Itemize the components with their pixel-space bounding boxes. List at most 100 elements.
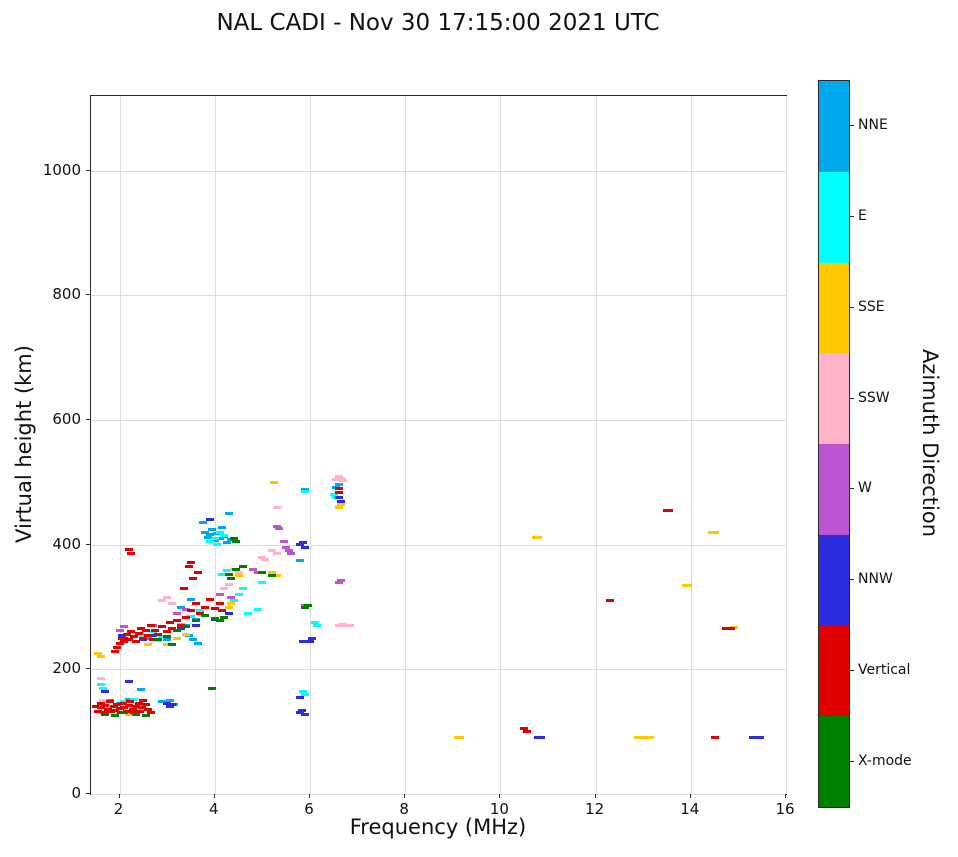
data-point-ssw xyxy=(339,479,348,483)
x-tick-label: 12 xyxy=(585,800,605,818)
data-point-x-mode xyxy=(239,565,248,569)
colorbar-band-label: NNE xyxy=(858,117,888,134)
gridline-vertical xyxy=(690,96,692,794)
y-tick-label: 400 xyxy=(52,534,81,553)
data-point-ssw xyxy=(96,677,105,681)
data-point-e xyxy=(206,540,214,544)
data-point-vertical xyxy=(172,619,181,623)
data-point-vertical xyxy=(186,608,195,612)
data-point-e xyxy=(244,611,253,615)
data-point-nne xyxy=(217,525,226,529)
data-point-vertical xyxy=(122,709,131,713)
data-point-vertical xyxy=(144,707,153,711)
data-point-x-mode xyxy=(153,637,162,641)
data-point-x-mode xyxy=(101,712,110,716)
data-point-vertical xyxy=(126,700,135,704)
data-point-ssw xyxy=(272,551,281,555)
data-point-w xyxy=(272,524,281,528)
data-point-nne xyxy=(296,558,305,562)
data-point-vertical xyxy=(710,736,719,740)
data-point-vertical xyxy=(128,707,137,711)
colorbar-band-w xyxy=(819,444,849,535)
data-point-nne xyxy=(206,533,214,537)
y-tick-mark xyxy=(86,668,90,670)
data-point-nne xyxy=(125,697,134,701)
x-tick-mark xyxy=(689,794,691,798)
data-point-vertical xyxy=(217,608,226,612)
data-point-ssw xyxy=(158,599,167,603)
data-point-vertical xyxy=(113,703,122,707)
data-point-nne xyxy=(301,488,310,492)
data-point-vertical xyxy=(146,624,155,628)
data-point-x-mode xyxy=(227,576,236,580)
data-point-ssw xyxy=(258,555,267,559)
data-point-nnw xyxy=(117,633,126,637)
data-point-nnw xyxy=(177,627,186,631)
x-tick-mark xyxy=(785,794,786,798)
colorbar-tick xyxy=(850,669,854,671)
data-point-nne xyxy=(334,483,343,487)
gridline-horizontal xyxy=(91,420,786,422)
data-point-sse xyxy=(225,605,234,609)
data-point-x-mode xyxy=(210,616,219,620)
data-point-nne xyxy=(210,539,219,543)
data-point-w xyxy=(284,549,293,553)
data-point-vertical xyxy=(163,630,172,634)
data-point-e xyxy=(239,586,248,590)
data-point-w xyxy=(275,527,284,530)
data-point-vertical xyxy=(136,627,145,631)
data-point-x-mode xyxy=(110,713,119,717)
data-point-ssw xyxy=(346,623,355,627)
data-point-sse xyxy=(455,736,464,740)
data-point-x-mode xyxy=(191,619,200,623)
x-tick-mark xyxy=(499,794,501,798)
y-tick-label: 200 xyxy=(52,659,81,678)
data-point-x-mode xyxy=(220,615,229,619)
data-point-w xyxy=(215,593,224,597)
data-point-vertical xyxy=(210,606,219,610)
data-point-vertical xyxy=(215,602,224,606)
data-point-ssw xyxy=(334,474,343,478)
data-point-x-mode xyxy=(232,568,241,572)
data-point-nnw xyxy=(336,499,345,503)
data-point-nne xyxy=(177,605,186,609)
x-tick-mark xyxy=(308,794,310,798)
data-point-vertical xyxy=(127,551,136,555)
data-point-vertical xyxy=(184,565,193,569)
gridline-vertical xyxy=(500,96,502,794)
data-point-nnw xyxy=(298,639,307,643)
data-point-sse xyxy=(684,584,693,588)
gridline-horizontal xyxy=(91,544,786,546)
data-point-e xyxy=(196,608,205,612)
data-point-nne xyxy=(225,512,234,516)
data-point-nne xyxy=(215,536,224,540)
data-point-nne xyxy=(201,530,210,534)
gridline-vertical xyxy=(405,96,407,794)
data-point-nnw xyxy=(191,624,200,628)
data-point-sse xyxy=(144,642,153,646)
x-tick-label: 4 xyxy=(208,800,219,818)
y-tick-label: 600 xyxy=(52,410,81,429)
colorbar-band-label: SSW xyxy=(858,389,890,406)
data-point-sse xyxy=(646,736,655,740)
data-point-sse xyxy=(334,505,343,509)
data-point-vertical xyxy=(125,637,134,641)
data-point-ssw xyxy=(272,505,281,509)
data-point-vertical xyxy=(120,705,129,709)
data-point-vertical xyxy=(134,631,143,635)
data-point-vertical xyxy=(119,702,128,706)
y-tick-mark xyxy=(86,543,90,545)
y-tick-mark xyxy=(86,169,90,171)
x-tick-mark xyxy=(404,794,406,798)
y-tick-mark xyxy=(86,793,90,794)
colorbar-band-vertical xyxy=(819,625,849,717)
data-point-x-mode xyxy=(208,686,217,690)
colorbar-label: Azimuth Direction xyxy=(918,348,942,538)
data-point-sse xyxy=(227,602,236,606)
data-point-e xyxy=(129,697,138,701)
data-point-ssw xyxy=(225,583,234,587)
data-point-w xyxy=(253,570,262,574)
data-point-vertical xyxy=(96,702,105,706)
data-point-vertical xyxy=(153,632,162,636)
data-point-x-mode xyxy=(132,712,141,716)
